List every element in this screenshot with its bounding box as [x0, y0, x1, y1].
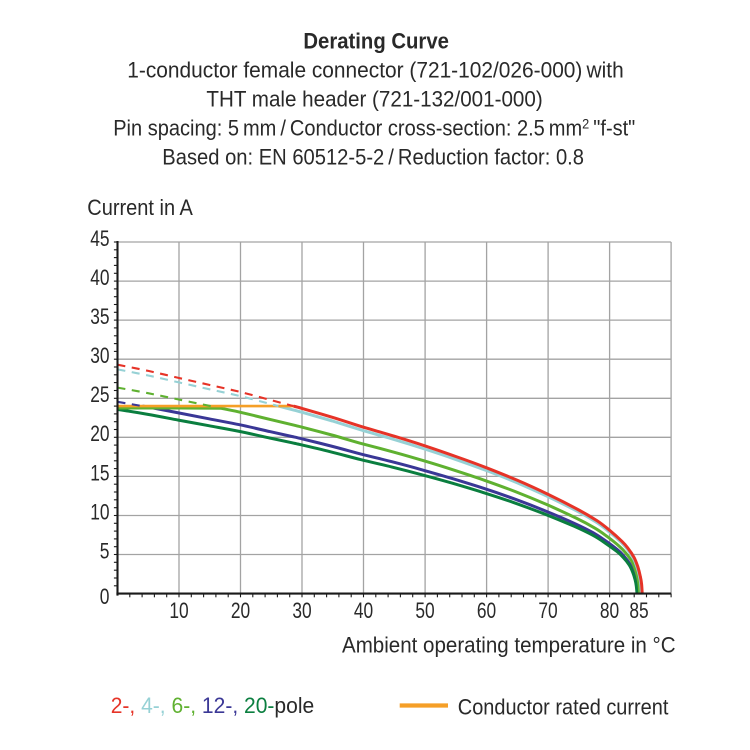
- svg-text:20: 20: [90, 421, 109, 446]
- svg-text:70: 70: [538, 598, 557, 623]
- svg-text:5: 5: [100, 538, 110, 563]
- svg-text:15: 15: [90, 460, 109, 485]
- svg-text:Ambient operating temperature: Ambient operating temperature in °C: [342, 633, 676, 658]
- svg-text:Current in A: Current in A: [87, 195, 193, 220]
- svg-text:Conductor rated current: Conductor rated current: [458, 695, 669, 720]
- svg-text:60: 60: [477, 598, 496, 623]
- svg-text:1-conductor female connector (: 1-conductor female connector (721-102/02…: [127, 57, 623, 82]
- svg-text:35: 35: [90, 304, 109, 329]
- svg-text:0: 0: [100, 584, 110, 609]
- svg-text:20: 20: [231, 598, 250, 623]
- svg-text:Based on: EN 60512-5-2 / Reduc: Based on: EN 60512-5-2 / Reduction facto…: [162, 144, 584, 169]
- svg-text:Pin spacing: 5 mm / Conductor: Pin spacing: 5 mm / Conductor cross-sect…: [113, 115, 635, 140]
- svg-text:45: 45: [90, 226, 109, 251]
- svg-text:25: 25: [90, 382, 109, 407]
- svg-text:Derating Curve: Derating Curve: [303, 29, 449, 54]
- svg-text:10: 10: [169, 598, 188, 623]
- svg-text:50: 50: [415, 598, 434, 623]
- svg-text:30: 30: [90, 343, 109, 368]
- svg-text:85: 85: [629, 598, 648, 623]
- svg-text:THT male header (721-132/001-0: THT male header (721-132/001-000): [206, 86, 542, 111]
- svg-text:40: 40: [354, 598, 373, 623]
- svg-text:80: 80: [600, 598, 619, 623]
- svg-text:10: 10: [90, 499, 109, 524]
- svg-text:2-, 4-, 6-, 12-, 20-pole: 2-, 4-, 6-, 12-, 20-pole: [111, 693, 315, 718]
- svg-text:30: 30: [292, 598, 311, 623]
- svg-text:40: 40: [90, 265, 109, 290]
